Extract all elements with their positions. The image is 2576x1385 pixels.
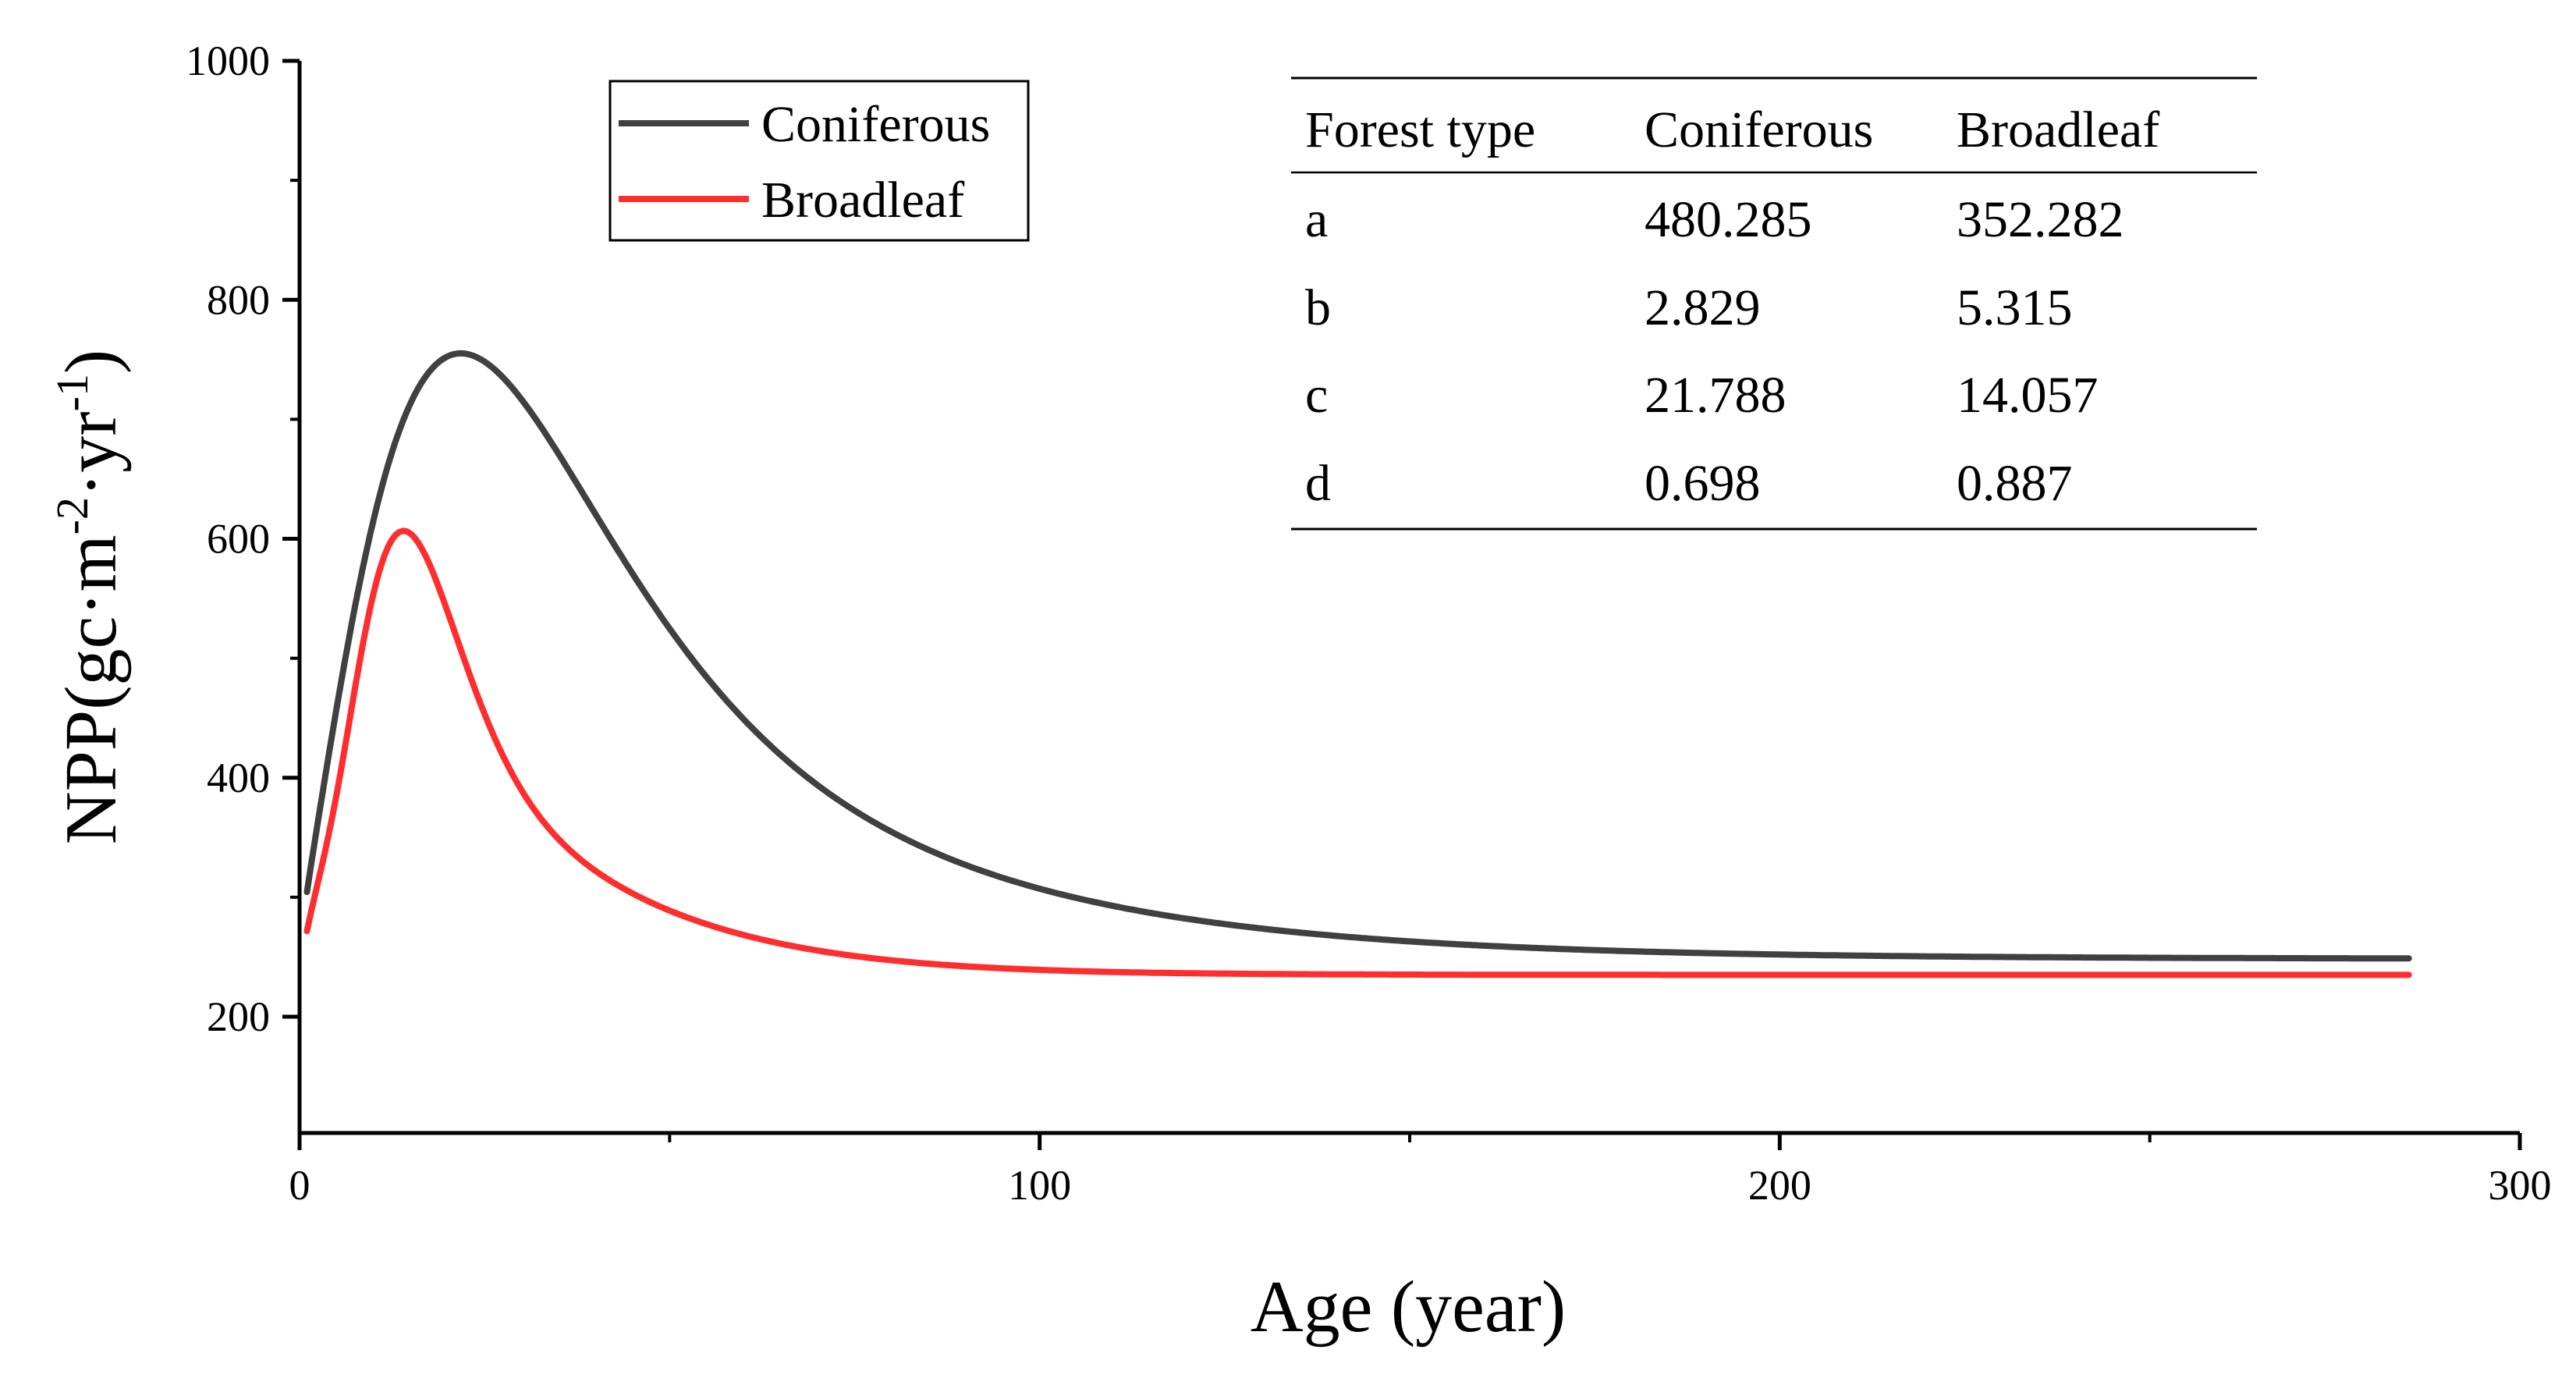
series-group (303, 350, 2412, 978)
y-tick-label-400: 400 (207, 755, 270, 801)
y-axis-title-mid: ·yr (51, 411, 132, 497)
table-header-broadleaf: Broadleaf (1957, 101, 2159, 158)
x-tick-label-100: 100 (1008, 1162, 1071, 1209)
y-tick-label-1000: 1000 (186, 37, 270, 84)
y-tick-label-200: 200 (207, 993, 270, 1040)
y-axis-title-sup2: -1 (47, 374, 98, 411)
x-tick-label-300: 300 (2489, 1162, 2552, 1209)
parameter-table: Forest type Coniferous Broadleaf a 480.2… (1291, 76, 2257, 531)
table-row-a-label: a (1305, 191, 1328, 248)
table-row-b-broadleaf: 5.315 (1957, 279, 2073, 336)
x-tick-label-200: 200 (1748, 1162, 1811, 1209)
y-tick-label-600: 600 (207, 516, 270, 563)
x-tick-label-0: 0 (289, 1162, 310, 1209)
table-row-b-label: b (1305, 279, 1331, 336)
ticks (282, 59, 2522, 1150)
table-row-c-coniferous: 21.788 (1645, 367, 1787, 424)
table-row-d-broadleaf: 0.887 (1957, 455, 2073, 512)
table-row-c-broadleaf: 14.057 (1957, 367, 2099, 424)
legend-label-broadleaf: Broadleaf (761, 172, 964, 229)
table-row-d-label: d (1305, 455, 1331, 512)
table-header-forest-type: Forest type (1305, 101, 1535, 158)
x-axis-title: Age (year) (1251, 1266, 1566, 1348)
table-row-d-coniferous: 0.698 (1645, 455, 1761, 512)
series-line-broadleaf (303, 527, 2412, 978)
tick-labels: 0 100 200 300 200 400 600 800 1000 (186, 37, 2552, 1209)
table-row-a-coniferous: 480.285 (1645, 191, 1812, 248)
series-line-coniferous (303, 350, 2412, 962)
legend: Coniferous Broadleaf (609, 80, 1030, 242)
y-tick-label-800: 800 (207, 276, 270, 323)
y-axis-title-main: NPP(gc·m (51, 534, 132, 844)
table-row-b-coniferous: 2.829 (1645, 279, 1761, 336)
legend-box (609, 80, 1030, 242)
y-axis-title: NPP(gc·m-2·yr-1) (47, 350, 132, 844)
table-row-a-broadleaf: 352.282 (1957, 191, 2124, 248)
legend-label-coniferous: Coniferous (761, 96, 990, 153)
y-axis-title-sup1: -2 (47, 497, 98, 534)
y-axis-title-end: ) (51, 350, 132, 374)
table-header-coniferous: Coniferous (1645, 101, 1873, 158)
table-row-c-label: c (1305, 367, 1328, 424)
